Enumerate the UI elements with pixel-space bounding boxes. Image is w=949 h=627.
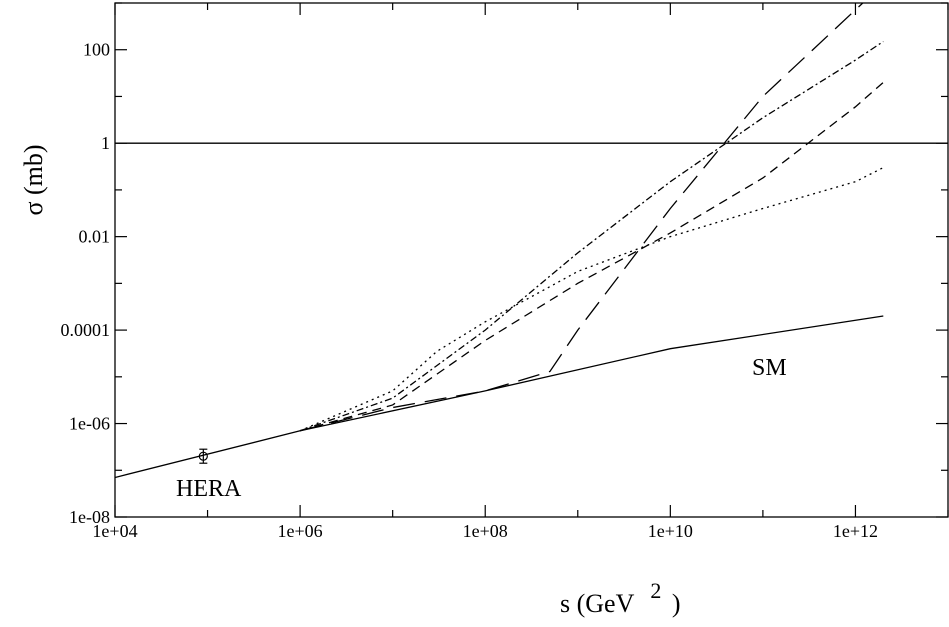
annotation-sm: SM — [752, 355, 787, 381]
y-tick-label: 1e-06 — [69, 414, 110, 434]
tick-labels: 1e+04 1e+06 1e+08 1e+10 1e+12 1e-08 1e-06 0.000… — [61, 40, 879, 541]
series-dashed-line — [299, 81, 884, 432]
y-tick-label: 1 — [101, 133, 110, 153]
x-axis-label-text: s (GeV — [560, 589, 635, 618]
x-tick-label: 1e+12 — [833, 521, 878, 541]
x-tick-label: 1e+10 — [648, 521, 693, 541]
x-axis-label-close: ) — [672, 589, 681, 618]
y-axis-label: σ (mb) — [19, 144, 48, 215]
series-dash-dot-line — [299, 40, 884, 432]
data-point-hera — [198, 448, 208, 464]
x-tick-label: 1e+08 — [463, 521, 508, 541]
y-tick-label: 0.01 — [79, 227, 111, 247]
y-tick-label: 0.0001 — [61, 320, 111, 340]
series-long-dash-line — [299, 3, 864, 432]
x-tick-label: 1e+04 — [92, 521, 137, 541]
series-dotted-line — [299, 167, 884, 432]
x-axis-label-superscript: 2 — [650, 578, 661, 603]
series-layer — [115, 3, 948, 479]
y-tick-label: 1e-08 — [69, 507, 110, 527]
annotation-hera: HERA — [176, 476, 242, 502]
data-point-marker — [198, 451, 208, 461]
data-points-layer — [198, 448, 208, 464]
plot-frame — [114, 2, 949, 518]
x-axis-label: s (GeV 2 ) — [560, 575, 681, 618]
y-tick-label: 100 — [83, 40, 110, 60]
series-solid-line — [115, 315, 884, 479]
x-tick-label: 1e+06 — [278, 521, 323, 541]
